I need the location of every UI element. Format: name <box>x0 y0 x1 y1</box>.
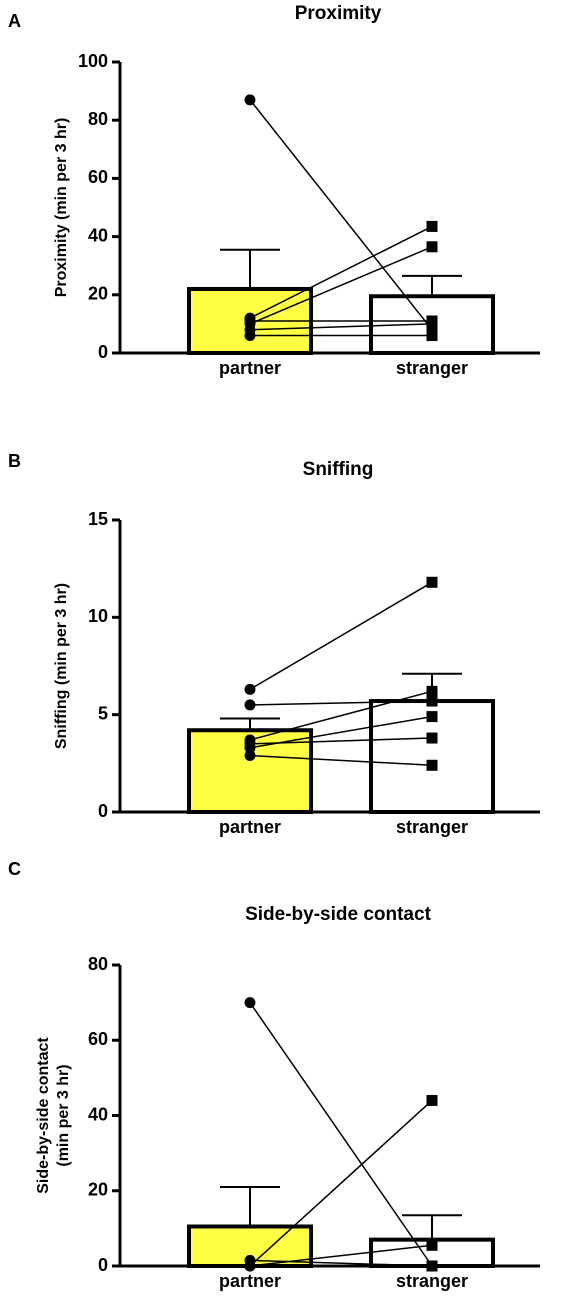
panel-letter: C <box>8 859 21 879</box>
pair-line <box>249 700 433 706</box>
pair-line <box>249 1002 433 1267</box>
point <box>244 315 256 327</box>
pair-line <box>249 323 433 331</box>
point <box>244 94 256 106</box>
panel-letter: A <box>8 11 21 31</box>
chart-title: Sniffing <box>303 459 374 480</box>
y-tick-label: 100 <box>78 51 108 71</box>
pair-line <box>249 754 433 767</box>
y-axis-label: Sniffing (min per 3 hr) <box>53 583 70 749</box>
y-tick-label: 60 <box>88 1029 108 1049</box>
error-bar <box>402 274 462 297</box>
chart-title: Side-by-side contact <box>245 904 431 925</box>
x-tick-label: stranger <box>396 1271 468 1291</box>
point <box>426 1094 438 1106</box>
point <box>426 576 438 588</box>
x-tick-label: partner <box>219 358 281 378</box>
y-tick-label: 0 <box>98 342 108 362</box>
error-bar <box>402 1214 462 1240</box>
y-tick-label: 80 <box>88 954 108 974</box>
chart-title: Proximity <box>295 3 382 24</box>
x-tick-label: partner <box>219 1271 281 1291</box>
y-axis-label: Proximity (min per 3 hr) <box>53 118 70 298</box>
y-tick-label: 0 <box>98 801 108 821</box>
error-bar <box>220 717 280 731</box>
y-tick-label: 20 <box>88 284 108 304</box>
y-tick-label: 60 <box>88 167 108 187</box>
pair-line <box>249 1099 433 1267</box>
panel-letter: B <box>8 451 21 471</box>
pair-line <box>249 1244 433 1267</box>
point <box>244 699 256 711</box>
y-tick-label: 5 <box>98 703 108 723</box>
y-axis-label: (min per 3 hr) <box>55 1064 72 1166</box>
pair-line <box>249 690 433 741</box>
y-tick-label: 10 <box>88 606 108 626</box>
x-tick-label: stranger <box>396 358 468 378</box>
pair-line <box>249 737 433 745</box>
point <box>426 330 438 342</box>
point <box>244 324 256 336</box>
point <box>426 732 438 744</box>
pair-line <box>249 99 433 331</box>
pair-line <box>249 225 433 319</box>
y-tick-label: 0 <box>98 1255 108 1275</box>
pair-line <box>249 581 433 691</box>
y-tick-label: 20 <box>88 1180 108 1200</box>
y-axis-label: Side-by-side contact <box>35 1037 52 1194</box>
y-tick-label: 40 <box>88 225 108 245</box>
point <box>244 738 256 750</box>
point <box>426 685 438 697</box>
y-tick-label: 15 <box>88 509 108 529</box>
point <box>244 750 256 762</box>
pair-line <box>249 246 433 325</box>
point <box>426 759 438 771</box>
point <box>426 324 438 336</box>
point <box>426 711 438 723</box>
point <box>244 683 256 695</box>
error-bar <box>220 248 280 289</box>
y-tick-label: 80 <box>88 109 108 129</box>
error-bar <box>220 1185 280 1227</box>
y-tick-label: 40 <box>88 1104 108 1124</box>
point <box>244 997 256 1009</box>
point <box>426 241 438 253</box>
x-tick-label: stranger <box>396 817 468 837</box>
x-tick-label: partner <box>219 817 281 837</box>
point <box>426 695 438 707</box>
point <box>426 1239 438 1251</box>
point <box>426 220 438 232</box>
point <box>426 318 438 330</box>
